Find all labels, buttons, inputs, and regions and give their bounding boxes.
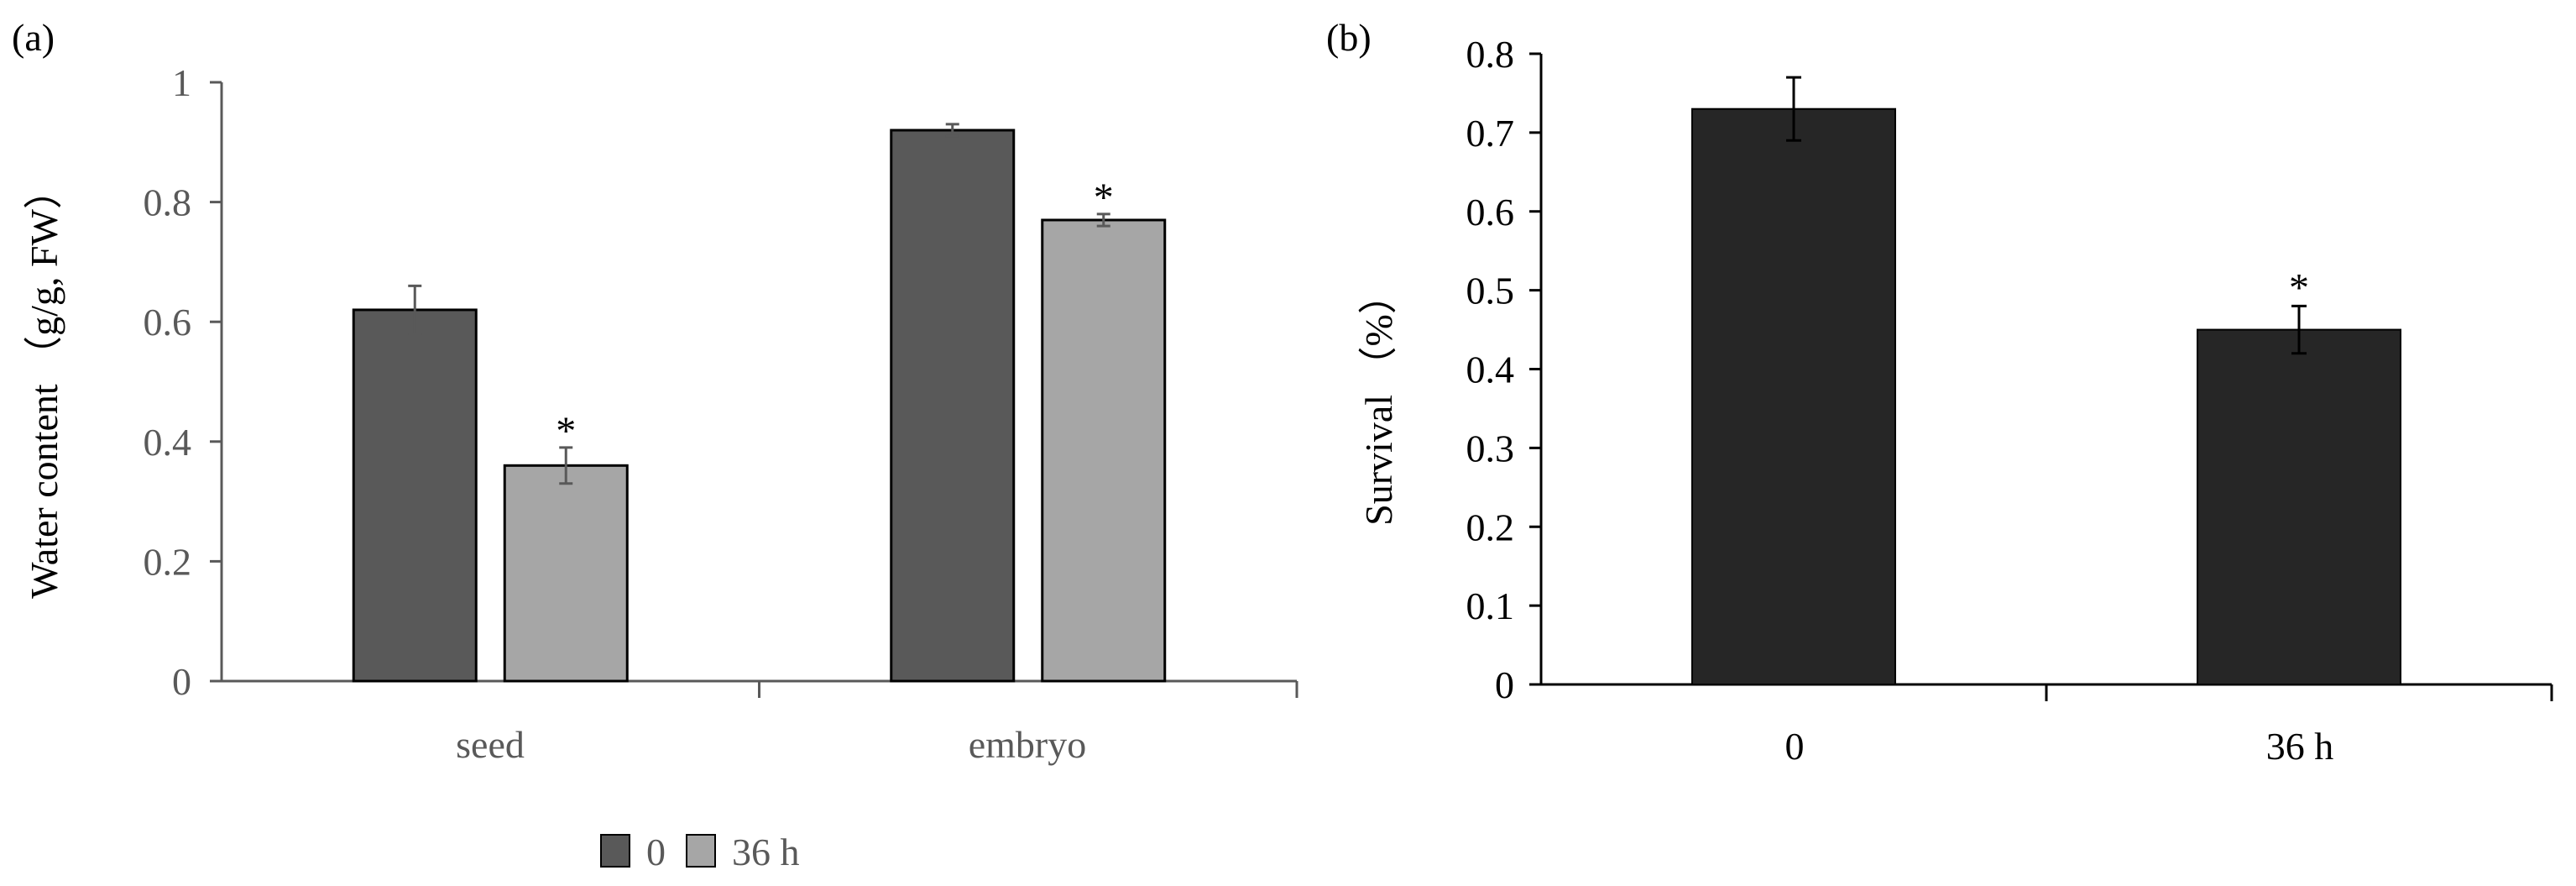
- y-tick-label: 0.7: [1466, 112, 1515, 155]
- category-label-embryo: embryo: [969, 723, 1087, 766]
- panel-a-water-content-chart: (a) Water content （g/g, FW） 0 0.2 0.4 0.6 0.…: [12, 16, 1298, 873]
- y-tick-label: 0.4: [1466, 349, 1515, 391]
- y-tick-label: 0.6: [144, 301, 192, 343]
- bar-embryo-0: [890, 128, 1016, 683]
- bar-seed-0: [352, 308, 478, 683]
- panel-a-y-axis-title: Water content （g/g, FW）: [23, 170, 65, 599]
- legend-swatch-0: [600, 834, 630, 868]
- category-label-seed: seed: [456, 723, 525, 766]
- y-tick-label: 0.2: [144, 540, 192, 583]
- panel-b-y-axis-title: Survival （%）: [1357, 275, 1400, 526]
- panel-a-significance-marks: **: [556, 176, 1114, 453]
- panel-a-category-labels: seed embryo: [456, 723, 1086, 766]
- panel-a-y-ticks: 0 0.2 0.4 0.6 0.8 1: [144, 61, 222, 703]
- y-tick-label: 0: [172, 660, 191, 703]
- panel-b-category-labels: 0 36 h: [1785, 725, 2334, 768]
- y-tick-label: 1: [172, 61, 191, 104]
- panel-b-bars: [1691, 107, 2401, 685]
- bar-36h: [2197, 328, 2401, 685]
- legend-label-0: 0: [646, 831, 666, 873]
- y-tick-label: 0.2: [1466, 506, 1515, 548]
- y-tick-label: 0.6: [1466, 191, 1515, 233]
- panel-a-bars: [352, 128, 1167, 683]
- bar-embryo-36h: [1041, 218, 1167, 683]
- category-label-0: 0: [1785, 725, 1805, 768]
- significance-mark: *: [2289, 265, 2309, 310]
- panel-b-y-ticks: 0 0.1 0.2 0.3 0.4 0.5 0.6 0.7 0.8: [1466, 33, 1541, 706]
- panel-b-survival-chart: (b) Survival （%） 00.10.20.30.40.50.60.70…: [1326, 16, 2553, 768]
- legend-swatch-36h: [686, 834, 716, 868]
- y-tick-label: 0.8: [144, 181, 192, 224]
- significance-mark: *: [1094, 176, 1114, 220]
- y-tick-label: 0.1: [1466, 585, 1515, 627]
- panel-a-x-ticks: [758, 681, 1298, 698]
- panel-b-error-bars: [1786, 76, 2307, 355]
- legend-label-36h: 36 h: [732, 831, 800, 873]
- y-tick-label: 0.3: [1466, 427, 1515, 469]
- panel-a-label: (a): [12, 16, 55, 59]
- y-tick-label: 0.4: [144, 421, 192, 464]
- bar-seed-36h: [503, 464, 629, 683]
- panel-b-label: (b): [1326, 16, 1372, 59]
- significance-mark: *: [556, 409, 576, 453]
- panel-a-legend: 0 36 h: [600, 831, 800, 873]
- panel-a-error-bars: [408, 123, 1110, 485]
- panel-b-significance-marks: *: [2289, 265, 2309, 310]
- category-label-36h: 36 h: [2266, 725, 2334, 768]
- y-tick-label: 0: [1495, 663, 1514, 706]
- bar-0: [1691, 107, 1896, 685]
- y-tick-label: 0.5: [1466, 270, 1515, 312]
- y-tick-label: 0.8: [1466, 33, 1515, 76]
- panel-b-x-ticks: [2045, 684, 2553, 701]
